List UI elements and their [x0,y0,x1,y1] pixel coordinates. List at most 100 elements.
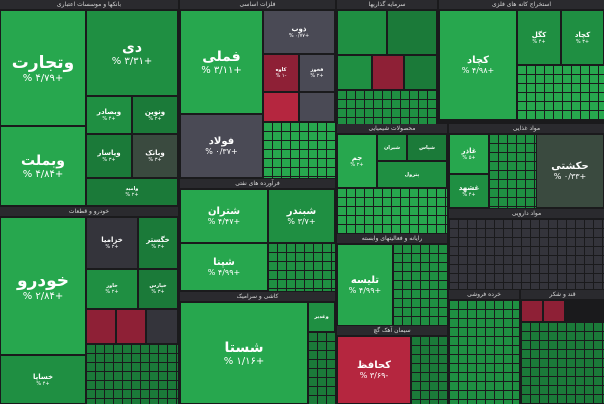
tile-name: خزامیا [101,236,123,244]
tile-shiran[interactable]: شیران [377,134,407,161]
tile-name: کچاد [574,30,591,39]
tile-fameli[interactable]: فملی % ۳/۱۱+ [180,10,263,114]
tile-name: کحافظ [356,360,392,371]
tile-name: وبانک [145,149,165,157]
tile-kehafez[interactable]: کحافظ % ۳/۶۹- [337,336,411,404]
tile-name: خاور [106,283,118,289]
tile-dey[interactable]: دی % ۳/۳۱+ [86,10,178,96]
tile-invest-e[interactable] [404,55,437,90]
tile-small-red-1[interactable] [86,309,116,344]
tile-vnovin[interactable]: ونوین % ۲+ [132,96,178,134]
invest-mid-small-tiles [337,90,437,124]
tile-invest-d[interactable] [372,55,404,90]
tile-percent: % ۲+ [148,116,162,122]
sector-header-retail[interactable]: خرده فروشی [449,290,519,299]
tile-name: غشهد [458,184,480,192]
tile-name: وپاسار [97,149,121,157]
tile-invest-a[interactable] [337,10,387,55]
tile-sugar-red-2[interactable] [543,300,565,322]
tile-kaveh[interactable]: کاوه % ۱- [263,54,299,92]
tile-khegostar[interactable]: خگستر % ۳+ [138,217,178,269]
tile-name: کگل [531,30,547,39]
tile-small-red-2[interactable] [116,309,146,344]
tile-invest-b[interactable] [387,10,437,55]
tile-shasta[interactable]: شستا % ۱/۱۶+ [180,302,308,404]
tile-talisa[interactable]: تلیسه % ۴/۹۹+ [337,244,393,326]
tile-fkhouz[interactable]: فخوز % ۲+ [299,54,335,92]
tile-khodro[interactable]: خودرو % ۲/۸۴+ [0,217,86,355]
tile-vbank[interactable]: وبانک % ۳+ [132,134,178,178]
sector-header-mining[interactable]: استخراج کانه های فلزی [439,0,604,9]
tile-ghshahd[interactable]: غشهد % ۴+ [449,174,489,208]
tile-hekshti[interactable]: حکشتی % ۰/۳۳+ [536,134,604,208]
sector-header-pharma[interactable]: مواد دارویی [449,209,604,218]
tile-name: تلیسه [350,275,380,286]
tile-percent: % ۳/۳۱+ [111,55,153,67]
tile-name: خگستر [146,236,170,244]
tile-vpasar[interactable]: وپاسار % ۳+ [86,134,132,178]
tile-name: شپنا [213,257,235,268]
tile-name: وبصادر [96,108,122,116]
tile-shetran[interactable]: شتران % ۴/۴۷+ [180,189,268,243]
sugar-small-tiles [521,322,604,404]
tile-shbandar[interactable]: شبندر % ۳/۷+ [268,189,335,243]
tile-name: وبملت [21,152,65,169]
tile-peshian[interactable]: شپاس [407,134,447,161]
sector-header-metals[interactable]: فلزات اساسی [180,0,335,9]
mining-small-tiles [517,65,604,120]
tile-name: وغدیر [314,314,329,320]
sector-header-food[interactable]: مواد غذایی [449,124,604,133]
sector-header-tele[interactable]: رایانه و فعالیتهای وابسته [337,234,447,243]
tile-khsapa[interactable]: خساپا % ۴+ [0,355,86,404]
sector-header-ceramic[interactable]: کاشی و سرامیک [180,292,335,301]
tile-shapna[interactable]: شپنا % ۴/۹۹+ [180,243,268,291]
tile-vtejarat[interactable]: وتجارت % ۴/۷۹+ [0,10,86,126]
tile-zob[interactable]: ذوب % ۰/۷۷+ [263,10,335,54]
tile-percent: % ۰/۷۷+ [288,33,310,39]
tile-petrol[interactable]: پترول [377,161,447,188]
metals-small-tiles [263,122,335,178]
tile-small-gray-1[interactable] [299,92,335,122]
sector-header-chem[interactable]: محصولات شیمیایی [337,124,447,133]
tile-ghazar[interactable]: غاذر % ۵+ [449,134,489,174]
tile-khpars[interactable]: خپارس % ۳+ [138,269,178,309]
sector-header-sugar[interactable]: قند و شکر [521,290,604,299]
tile-small-red-3[interactable] [263,92,299,122]
tile-vaghadir[interactable]: وغدیر [308,302,335,332]
sector-header-bank[interactable]: بانکها و موسسات اعتباری [0,0,178,9]
auto-small-tiles [86,344,178,404]
tile-small-dark-1[interactable] [146,309,178,344]
tile-name: کاوه [275,67,287,73]
tile-percent: % ۴/۴۷+ [207,217,241,226]
tile-foulad[interactable]: فولاد % ۰/۳۷+ [180,114,263,178]
tile-name: دی [121,39,142,56]
tile-name: وامید [125,186,139,192]
tile-name: خپارس [149,283,167,289]
sector-header-cement[interactable]: سیمان آهک گچ [337,326,447,335]
tile-kachad[interactable]: کچاد % ۴/۹۸+ [439,10,517,120]
tile-vamid[interactable]: وامید % ۲+ [86,178,178,206]
chem-small-tiles [337,188,447,234]
tile-percent: % ۴+ [462,192,476,198]
tile-vbemellat[interactable]: وبملت % ۴/۸۴+ [0,126,86,206]
sector-header-auto[interactable]: خودرو و قطعات [0,207,178,216]
tile-percent: % ۴/۸۴+ [22,168,64,180]
tile-kegol[interactable]: کگل % ۴+ [517,10,561,65]
tile-sugar-red-1[interactable] [521,300,543,322]
tile-name: جم [351,154,363,162]
tile-name: پترول [404,171,420,178]
retail-small-tiles [449,300,519,404]
tile-jam[interactable]: جم % ۲+ [337,134,377,188]
tile-khavar[interactable]: خاور % ۲+ [86,269,138,309]
tile-vbsader[interactable]: وبصادر % ۴+ [86,96,132,134]
tile-percent: % ۴+ [36,380,50,387]
tile-invest-c[interactable] [337,55,372,90]
tile-name: شتران [207,206,241,217]
tile-percent: % ۴+ [102,116,116,122]
sector-header-oil[interactable]: فرآورده های نفتی [180,179,335,188]
tile-chadormalu[interactable]: کچاد % ۳+ [561,10,604,65]
tile-khzamiya[interactable]: خزامیا % ۲+ [86,217,138,269]
tile-percent: % ۳+ [148,157,162,163]
sector-header-invest[interactable]: سرمایه گذاریها [337,0,437,9]
